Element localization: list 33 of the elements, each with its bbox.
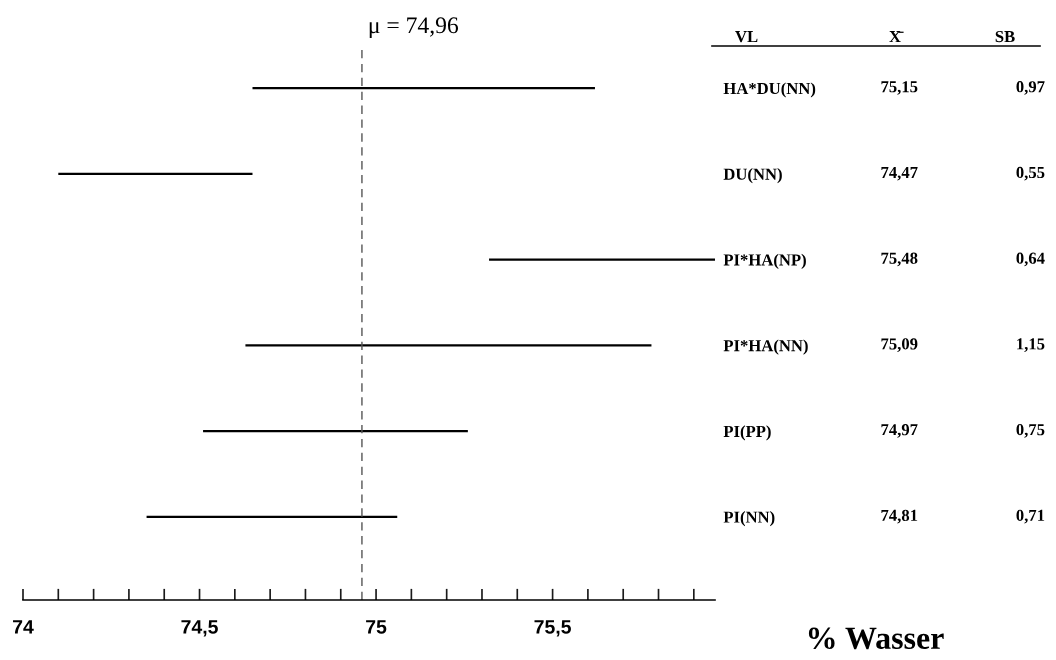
text: VL (735, 31, 758, 43)
bar (252, 87, 595, 90)
x-axis-title: % Wasser (808, 627, 944, 650)
text: SB (995, 30, 1015, 43)
bar (146, 515, 398, 518)
bar (245, 344, 652, 347)
y-tick-label: DU(NN) (723, 168, 782, 184)
text: 74,81 (881, 509, 918, 524)
text: 75,15 (881, 81, 918, 95)
data-label: 0,75 (1016, 424, 1045, 438)
x-tick-label: 74,5 (181, 620, 218, 637)
bar (489, 258, 715, 261)
y-tick-label: PI*HA(NP) (723, 253, 806, 269)
x-tick-label: 75,5 (534, 620, 571, 637)
bar (58, 172, 253, 175)
data-label: 0,71 (1016, 509, 1045, 524)
text: 75,48 (881, 252, 918, 267)
text: 75,09 (881, 338, 918, 352)
text: X̄ (889, 31, 904, 42)
y-tick-label: PI*HA(NN) (723, 339, 808, 355)
data-label: 0,64 (1016, 252, 1045, 267)
data-label: 0,97 (1016, 81, 1045, 95)
y-tick-label: PI(NN) (723, 511, 775, 527)
y-tick-label: PI(PP) (723, 425, 771, 441)
x-tick-label: 75 (366, 620, 387, 634)
ref-line-label: μ = 74,96 (369, 17, 459, 39)
data-label: 1,15 (1017, 338, 1045, 352)
text: 74,97 (881, 424, 918, 438)
data-label: 0,55 (1016, 166, 1045, 181)
x-tick-label: 74 (13, 620, 34, 634)
bar (203, 430, 468, 433)
y-tick-label: HA*DU(NN) (723, 82, 816, 98)
text: 74,47 (881, 166, 918, 181)
